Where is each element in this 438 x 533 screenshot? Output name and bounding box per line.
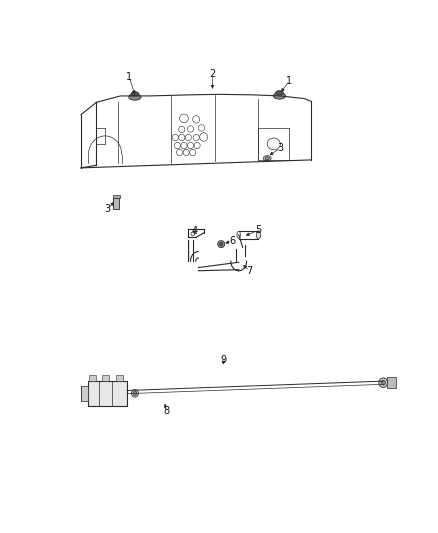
FancyBboxPatch shape — [89, 375, 96, 381]
Text: 1: 1 — [286, 76, 292, 86]
Ellipse shape — [218, 241, 225, 247]
Ellipse shape — [131, 390, 138, 397]
FancyBboxPatch shape — [102, 375, 109, 381]
Text: 2: 2 — [209, 69, 215, 78]
Ellipse shape — [276, 91, 283, 95]
Ellipse shape — [263, 156, 271, 161]
FancyBboxPatch shape — [387, 377, 396, 388]
Text: 9: 9 — [220, 355, 226, 365]
Text: 5: 5 — [255, 225, 261, 235]
FancyBboxPatch shape — [81, 386, 88, 401]
Ellipse shape — [265, 157, 269, 160]
FancyBboxPatch shape — [113, 195, 120, 198]
Ellipse shape — [379, 378, 388, 387]
Ellipse shape — [381, 381, 385, 385]
Text: 7: 7 — [247, 266, 253, 276]
Text: 8: 8 — [163, 407, 170, 416]
Ellipse shape — [256, 231, 261, 239]
Ellipse shape — [129, 94, 141, 100]
Ellipse shape — [131, 92, 139, 96]
FancyBboxPatch shape — [88, 381, 127, 406]
FancyBboxPatch shape — [113, 198, 119, 209]
Ellipse shape — [219, 242, 223, 246]
FancyBboxPatch shape — [116, 375, 123, 381]
Text: 6: 6 — [229, 236, 235, 246]
Text: 1: 1 — [126, 72, 132, 82]
Text: 3: 3 — [277, 143, 283, 153]
Text: 4: 4 — [192, 226, 198, 236]
Ellipse shape — [273, 93, 286, 99]
Text: 3: 3 — [104, 205, 110, 214]
Ellipse shape — [133, 391, 137, 395]
